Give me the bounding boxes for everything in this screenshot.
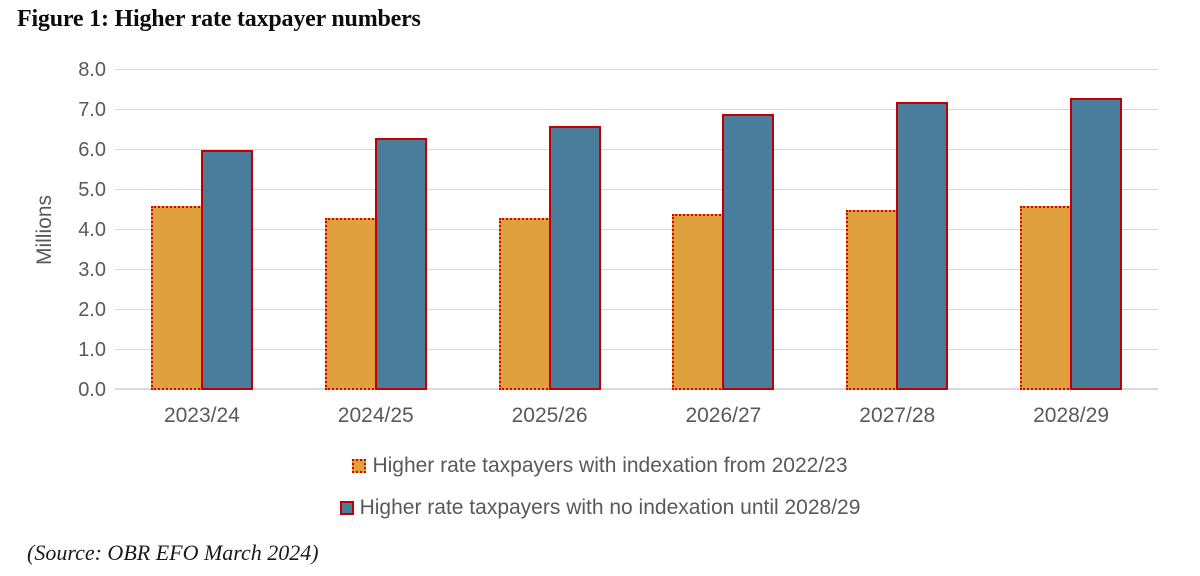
indexation-bar-2026-27 xyxy=(672,214,725,390)
gridline xyxy=(115,309,1158,310)
no-indexation-bar-2028-29 xyxy=(1070,98,1123,390)
legend-label-indexation: Higher rate taxpayers with indexation fr… xyxy=(372,454,848,477)
legend: Higher rate taxpayers with indexation fr… xyxy=(0,453,1200,520)
no-indexation-bar-2026-27 xyxy=(722,114,775,390)
y-tick-label: 8.0 xyxy=(78,59,106,81)
indexation-bar-2025-26 xyxy=(498,218,551,390)
legend-item-indexation: Higher rate taxpayers with indexation fr… xyxy=(352,453,848,478)
x-axis-label: 2023/24 xyxy=(163,404,240,427)
bar-group-2023-24 xyxy=(115,70,289,390)
x-axis-label: 2026/27 xyxy=(685,404,762,427)
indexation-bar-2027-28 xyxy=(846,210,899,390)
no-indexation-bar-2023-24 xyxy=(200,150,253,390)
y-tick-label: 5.0 xyxy=(78,179,106,201)
gridline xyxy=(115,349,1158,350)
no-indexation-bar-2027-28 xyxy=(896,102,949,390)
no-indexation-bar-2024-25 xyxy=(374,138,427,390)
bar-groups xyxy=(115,70,1158,390)
gridline xyxy=(115,69,1158,70)
y-axis-ticks: 0.0 1.0 2.0 3.0 4.0 5.0 6.0 7.0 8.0 xyxy=(50,60,106,400)
y-tick-label: 6.0 xyxy=(78,139,106,161)
y-tick-label: 3.0 xyxy=(78,259,106,281)
x-axis-label: 2024/25 xyxy=(337,404,414,427)
x-axis-label: 2025/26 xyxy=(511,404,588,427)
y-tick-label: 2.0 xyxy=(78,299,106,321)
x-axis-labels: 2023/24 2024/25 2025/26 2026/27 2027/28 2028/… xyxy=(115,404,1158,428)
gridline xyxy=(115,109,1158,110)
indexation-bar-2024-25 xyxy=(324,218,377,390)
gridline xyxy=(115,189,1158,190)
x-axis-label: 2028/29 xyxy=(1033,404,1110,427)
figure-title: Figure 1: Higher rate taxpayer numbers xyxy=(17,6,421,32)
y-tick-label: 1.0 xyxy=(78,339,106,361)
bar-group-2025-26 xyxy=(463,70,637,390)
legend-label-no-indexation: Higher rate taxpayers with no indexation… xyxy=(359,496,861,520)
no-indexation-bar-2025-26 xyxy=(548,126,601,390)
legend-swatch-no-indexation xyxy=(339,500,354,515)
gridline xyxy=(115,269,1158,270)
bar-group-2027-28 xyxy=(810,70,984,390)
bar-group-2024-25 xyxy=(289,70,463,390)
source-note: (Source: OBR EFO March 2024) xyxy=(27,540,319,565)
indexation-bar-2028-29 xyxy=(1020,206,1073,390)
gridline xyxy=(115,149,1158,150)
indexation-bar-2023-24 xyxy=(150,206,203,390)
gridline xyxy=(115,229,1158,230)
x-axis-label: 2027/28 xyxy=(859,404,936,427)
bar-group-2028-29 xyxy=(984,70,1158,390)
legend-swatch-indexation xyxy=(352,458,367,473)
bar-group-2026-27 xyxy=(636,70,810,390)
y-tick-label: 7.0 xyxy=(78,99,106,121)
legend-item-no-indexation: Higher rate taxpayers with no indexation… xyxy=(339,495,861,520)
plot-area xyxy=(115,69,1158,390)
y-tick-label: 4.0 xyxy=(78,219,106,241)
y-tick-label: 0.0 xyxy=(78,379,106,401)
gridline xyxy=(115,388,1158,390)
